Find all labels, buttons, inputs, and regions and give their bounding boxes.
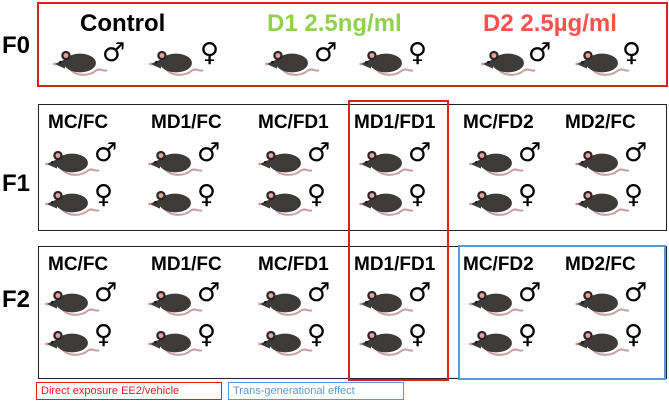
female-symbol-icon: ♀: [94, 180, 114, 210]
f2-group-label: MC/FD1: [258, 254, 329, 275]
female-symbol-icon: ♀: [408, 320, 428, 350]
f1-group-label: MC/FC: [48, 112, 109, 133]
mouse-icon: .body{fill:#8fe05c} .ear{fill:#6fc23c} .…: [358, 149, 414, 176]
female-symbol-icon: ♀: [622, 38, 642, 68]
mouse-icon: .body{fill:#8fe05c} .ear{fill:#6fc23c} .…: [358, 189, 414, 216]
f2-group-label: MC/FC: [48, 254, 109, 275]
f1-frame: [38, 104, 667, 231]
female-symbol-icon: ♀: [408, 180, 428, 210]
female-symbol-icon: ♀: [197, 320, 217, 350]
generation-label-f2: F2: [2, 286, 31, 313]
mouse-icon: .body{fill:#8fe05c} .ear{fill:#6fc23c} .…: [147, 149, 203, 176]
male-symbol-icon: ♂: [624, 278, 648, 308]
mouse-icon: .body{fill:#3d3a3a} .ear{fill:#2a2727} .…: [574, 329, 630, 356]
legend-direct-exposure: Direct exposure EE2/vehicle: [36, 382, 222, 400]
md1-fd1-highlight-frame: [348, 100, 449, 381]
female-symbol-icon: ♀: [408, 38, 428, 68]
mouse-icon: .body{fill:#f0362a} .ear{fill:#c92218} .…: [574, 289, 630, 316]
f2-group-label: MD2/FC: [565, 254, 636, 275]
mouse-icon: .body{fill:#3d3a3a} .ear{fill:#2a2727} .…: [257, 289, 313, 316]
mouse-icon: .body{fill:#3d3a3a} .ear{fill:#2a2727} .…: [148, 49, 204, 76]
mouse-icon: .body{fill:#3d3a3a} .ear{fill:#2a2727} .…: [468, 289, 524, 316]
mouse-icon: .body{fill:#f0362a} .ear{fill:#c92218} .…: [468, 189, 524, 216]
generation-label-f1: F1: [2, 170, 31, 197]
male-symbol-icon: ♂: [624, 138, 648, 168]
female-symbol-icon: ♀: [518, 320, 538, 350]
f2-group-label: MD1/FD1: [354, 254, 436, 275]
mouse-icon: .body{fill:#8fe05c} .ear{fill:#6fc23c} .…: [147, 289, 203, 316]
mouse-icon: .body{fill:#8fe05c} .ear{fill:#6fc23c} .…: [257, 329, 313, 356]
f1-group-label: MD1/FD1: [354, 112, 436, 133]
f0-label-d1: D1 2.5ng/ml: [267, 10, 402, 37]
mouse-icon: .body{fill:#3d3a3a} .ear{fill:#2a2727} .…: [44, 189, 100, 216]
female-symbol-icon: ♀: [94, 320, 114, 350]
mouse-icon: .body{fill:#f0362a} .ear{fill:#c92218} .…: [468, 329, 524, 356]
male-symbol-icon: ♂: [307, 278, 331, 308]
female-symbol-icon: ♀: [197, 180, 217, 210]
male-symbol-icon: ♂: [518, 138, 542, 168]
male-symbol-icon: ♂: [102, 38, 126, 68]
mouse-icon: .body{fill:#f0362a} .ear{fill:#c92218} .…: [574, 149, 630, 176]
mouse-icon: .body{fill:#8fe05c} .ear{fill:#6fc23c} .…: [358, 49, 414, 76]
male-symbol-icon: ♂: [518, 278, 542, 308]
f2-group-label: MD1/FC: [151, 254, 222, 275]
mouse-icon: .body{fill:#3d3a3a} .ear{fill:#2a2727} .…: [44, 289, 100, 316]
f2-group-label: MC/FD2: [463, 254, 534, 275]
male-symbol-icon: ♂: [197, 138, 221, 168]
mouse-icon: .body{fill:#3d3a3a} .ear{fill:#2a2727} .…: [52, 49, 108, 76]
male-symbol-icon: ♂: [94, 138, 118, 168]
transgenerational-highlight-frame: [458, 245, 666, 380]
male-symbol-icon: ♂: [314, 38, 338, 68]
mouse-icon: .body{fill:#3d3a3a} .ear{fill:#2a2727} .…: [257, 149, 313, 176]
generation-label-f0: F0: [2, 32, 31, 59]
female-symbol-icon: ♀: [624, 320, 644, 350]
female-symbol-icon: ♀: [200, 38, 220, 68]
f1-group-label: MD2/FC: [565, 112, 636, 133]
male-symbol-icon: ♂: [528, 38, 552, 68]
mouse-icon: .body{fill:#8fe05c} .ear{fill:#6fc23c} .…: [264, 49, 320, 76]
mouse-icon: .body{fill:#3d3a3a} .ear{fill:#2a2727} .…: [574, 189, 630, 216]
male-symbol-icon: ♂: [408, 278, 432, 308]
mouse-icon: .body{fill:#3d3a3a} .ear{fill:#2a2727} .…: [468, 149, 524, 176]
f1-group-label: MD1/FC: [151, 112, 222, 133]
male-symbol-icon: ♂: [94, 278, 118, 308]
female-symbol-icon: ♀: [307, 180, 327, 210]
legend-transgenerational-effect: Trans-generational effect: [228, 382, 404, 400]
f1-group-label: MC/FD1: [258, 112, 329, 133]
female-symbol-icon: ♀: [518, 180, 538, 210]
male-symbol-icon: ♂: [307, 138, 331, 168]
mouse-icon: .body{fill:#3d3a3a} .ear{fill:#2a2727} .…: [44, 329, 100, 356]
female-symbol-icon: ♀: [624, 180, 644, 210]
mouse-icon: .body{fill:#8fe05c} .ear{fill:#6fc23c} .…: [257, 189, 313, 216]
male-symbol-icon: ♂: [408, 138, 432, 168]
f0-label-control: Control: [80, 10, 166, 37]
mouse-icon: .body{fill:#8fe05c} .ear{fill:#6fc23c} .…: [358, 289, 414, 316]
mouse-icon: .body{fill:#3d3a3a} .ear{fill:#2a2727} .…: [147, 189, 203, 216]
mouse-icon: .body{fill:#3d3a3a} .ear{fill:#2a2727} .…: [147, 329, 203, 356]
female-symbol-icon: ♀: [307, 320, 327, 350]
f0-frame: [37, 2, 668, 87]
mouse-icon: .body{fill:#3d3a3a} .ear{fill:#2a2727} .…: [44, 149, 100, 176]
mouse-icon: .body{fill:#8fe05c} .ear{fill:#6fc23c} .…: [358, 329, 414, 356]
f2-frame: [38, 246, 667, 379]
male-symbol-icon: ♂: [197, 278, 221, 308]
f1-group-label: MC/FD2: [463, 112, 534, 133]
f0-label-d2: D2 2.5µg/ml: [483, 10, 617, 37]
